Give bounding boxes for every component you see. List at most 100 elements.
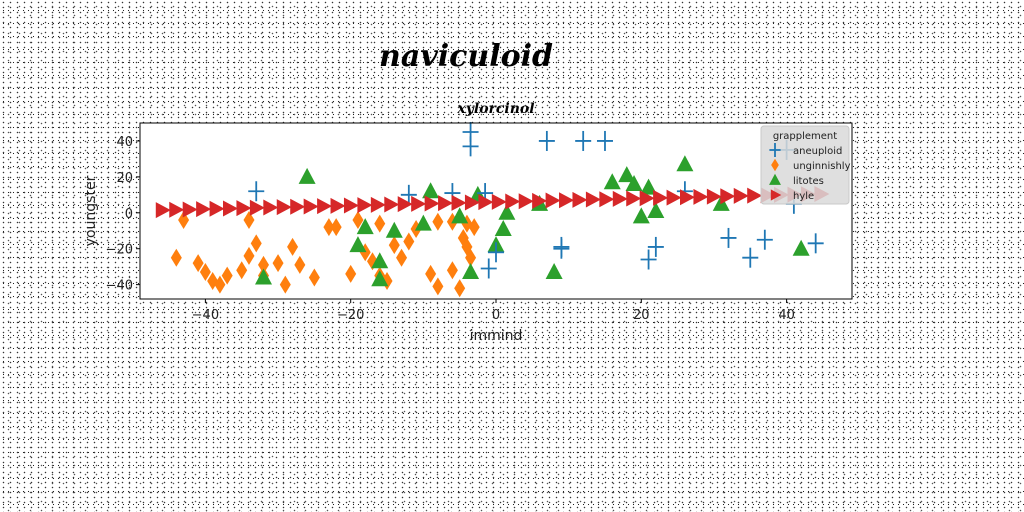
- data-point-litotes: [618, 166, 636, 183]
- data-point-litotes: [414, 214, 432, 231]
- x-tick-label: 0: [492, 308, 500, 323]
- y-axis-label: youngster: [83, 175, 99, 246]
- data-point-hyle: [223, 200, 238, 217]
- data-point-unginnishly: [294, 255, 306, 274]
- y-axis: 40 20 0 −20 −40: [106, 135, 140, 294]
- data-point-hyle: [612, 190, 628, 207]
- legend-label: hyle: [793, 191, 814, 202]
- data-point-hyle: [451, 194, 467, 211]
- data-point-hyle: [626, 190, 642, 207]
- data-point-unginnishly: [236, 261, 248, 280]
- data-point-hyle: [733, 187, 749, 204]
- data-point-unginnishly: [272, 254, 284, 273]
- data-point-unginnishly: [243, 246, 255, 265]
- data-point-unginnishly: [243, 210, 255, 229]
- data-point-litotes: [371, 252, 389, 269]
- data-point-litotes: [494, 219, 512, 236]
- data-point-unginnishly: [199, 263, 211, 282]
- data-point-unginnishly: [425, 264, 437, 283]
- data-point-unginnishly: [454, 279, 466, 298]
- data-point-litotes: [385, 221, 403, 238]
- legend-box: [760, 125, 850, 205]
- y-tick-label: 20: [116, 171, 133, 186]
- plot-area: [140, 123, 852, 299]
- data-point-unginnishly: [345, 264, 357, 283]
- data-point-hyle: [330, 197, 346, 214]
- data-point-hyle: [209, 200, 225, 217]
- data-point-hyle: [236, 200, 252, 217]
- data-point-unginnishly: [287, 237, 299, 256]
- x-axis-label: immind: [470, 328, 523, 344]
- data-point-aneuploid: [720, 227, 737, 248]
- x-axis: −40 −20 0 20 40: [192, 299, 795, 323]
- data-point-aneuploid: [462, 136, 479, 157]
- data-point-hyle: [518, 193, 534, 210]
- data-point-aneuploid: [575, 130, 592, 151]
- data-point-unginnishly: [170, 248, 182, 267]
- data-point-hyle: [411, 195, 427, 212]
- data-point-litotes: [647, 202, 665, 218]
- data-point-hyle: [182, 201, 198, 218]
- data-point-hyle: [706, 188, 722, 205]
- data-point-hyle: [438, 195, 454, 212]
- legend-marker-litotes: [769, 173, 781, 185]
- x-tick-label: 40: [778, 308, 795, 323]
- data-point-hyle: [491, 193, 507, 210]
- legend-marker-aneuploid: [769, 143, 781, 157]
- data-point-unginnishly: [374, 214, 386, 233]
- data-point-hyle: [599, 191, 615, 208]
- data-point-aneuploid: [640, 249, 657, 270]
- data-point-litotes: [676, 155, 694, 172]
- data-point-unginnishly: [192, 254, 204, 273]
- data-point-hyle: [249, 199, 265, 216]
- data-point-unginnishly: [250, 234, 262, 253]
- data-point-unginnishly: [388, 236, 400, 255]
- data-point-aneuploid: [596, 130, 613, 151]
- data-point-hyle: [303, 198, 319, 215]
- data-point-hyle: [585, 191, 601, 208]
- data-point-hyle: [639, 190, 655, 207]
- data-point-unginnishly: [396, 248, 408, 267]
- chart-subtitle: xylorcinol: [456, 101, 534, 117]
- data-point-unginnishly: [432, 277, 444, 296]
- data-point-litotes: [625, 175, 643, 192]
- data-point-aneuploid: [807, 233, 824, 254]
- data-point-aneuploid: [488, 242, 504, 263]
- data-point-aneuploid: [742, 247, 759, 268]
- data-point-unginnishly: [258, 255, 270, 274]
- data-point-hyle: [397, 196, 413, 213]
- data-point-unginnishly: [432, 212, 444, 231]
- data-point-litotes: [422, 182, 440, 199]
- data-point-unginnishly: [352, 210, 364, 229]
- data-point-unginnishly: [403, 232, 415, 251]
- data-point-unginnishly: [279, 275, 291, 294]
- data-point-unginnishly: [465, 248, 477, 267]
- data-point-hyle: [357, 197, 373, 214]
- data-point-hyle: [720, 188, 736, 205]
- data-point-hyle: [505, 193, 521, 210]
- data-point-litotes: [356, 218, 374, 235]
- data-point-hyle: [196, 201, 212, 218]
- legend-label: unginnishly: [793, 161, 851, 172]
- data-point-hyle: [653, 189, 669, 206]
- data-point-hyle: [290, 198, 306, 215]
- data-point-hyle: [532, 192, 548, 209]
- data-point-hyle: [545, 192, 561, 209]
- data-point-litotes: [603, 173, 621, 190]
- data-point-hyle: [424, 195, 440, 212]
- data-point-hyle: [343, 197, 359, 214]
- data-point-hyle: [666, 189, 682, 206]
- data-point-aneuploid: [400, 184, 417, 205]
- data-point-hyle: [679, 189, 695, 206]
- data-point-hyle: [155, 202, 171, 219]
- x-tick-label: −20: [337, 308, 364, 323]
- y-tick-label: 40: [116, 135, 133, 150]
- data-point-unginnishly: [446, 261, 458, 280]
- data-point-aneuploid: [480, 258, 497, 279]
- chart-title: naviculoid: [379, 39, 553, 74]
- legend-marker-unginnishly: [771, 158, 779, 172]
- legend-label: litotes: [793, 176, 824, 187]
- data-point-hyle: [384, 196, 400, 213]
- data-point-hyle: [263, 199, 279, 216]
